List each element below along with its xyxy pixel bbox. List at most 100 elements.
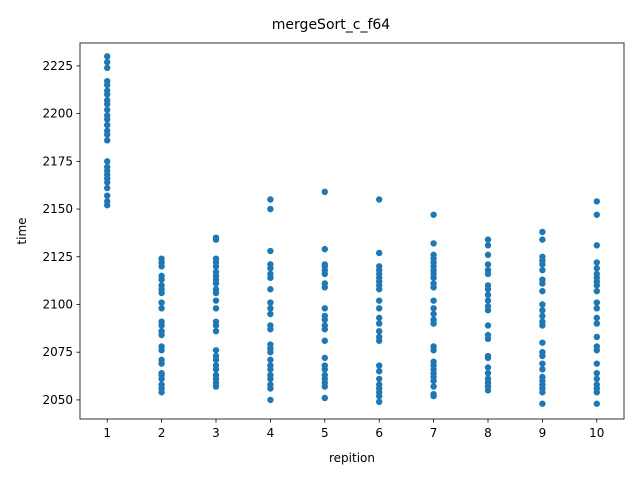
data-point bbox=[267, 381, 274, 388]
data-point bbox=[104, 163, 111, 171]
x-tick-label: 8 bbox=[484, 426, 492, 440]
data-point bbox=[539, 366, 546, 373]
y-tick-label: 2200 bbox=[42, 107, 73, 121]
x-tick-label: 7 bbox=[430, 426, 438, 440]
y-tick-label: 2175 bbox=[42, 154, 73, 168]
data-point bbox=[158, 318, 165, 325]
data-point bbox=[593, 375, 600, 383]
data-point bbox=[539, 360, 546, 367]
data-point bbox=[104, 158, 111, 165]
data-point bbox=[430, 211, 437, 218]
data-point bbox=[321, 305, 328, 312]
data-point bbox=[430, 383, 437, 390]
data-point bbox=[158, 299, 165, 306]
data-point bbox=[212, 286, 220, 293]
y-tick-label: 2225 bbox=[42, 59, 73, 73]
data-point bbox=[376, 297, 383, 304]
data-point bbox=[267, 305, 274, 312]
data-point bbox=[267, 341, 274, 348]
data-point bbox=[593, 320, 600, 327]
data-point bbox=[484, 375, 492, 383]
data-point bbox=[158, 272, 165, 280]
data-point bbox=[593, 270, 600, 278]
data-point bbox=[484, 352, 492, 360]
data-point bbox=[376, 320, 383, 327]
data-point bbox=[539, 301, 546, 308]
data-point bbox=[104, 127, 111, 134]
data-point bbox=[158, 305, 165, 312]
data-point bbox=[484, 282, 492, 289]
data-point bbox=[321, 280, 328, 287]
data-point bbox=[158, 343, 165, 350]
data-point bbox=[539, 287, 546, 295]
data-point bbox=[104, 64, 111, 72]
data-point bbox=[321, 322, 328, 329]
data-point bbox=[212, 297, 220, 304]
data-point bbox=[158, 356, 165, 364]
data-point bbox=[430, 310, 437, 318]
data-point bbox=[593, 343, 600, 350]
data-point bbox=[430, 251, 437, 259]
data-point bbox=[104, 53, 111, 60]
data-point bbox=[267, 270, 274, 278]
x-tick-label: 9 bbox=[539, 426, 547, 440]
data-point bbox=[484, 297, 492, 304]
data-point bbox=[267, 299, 274, 306]
data-point bbox=[539, 318, 546, 325]
y-tick-label: 2100 bbox=[42, 297, 73, 311]
data-point bbox=[321, 394, 328, 402]
y-axis-label: time bbox=[15, 217, 29, 244]
data-point bbox=[593, 333, 600, 341]
y-tick-label: 2125 bbox=[42, 250, 73, 264]
data-point bbox=[593, 211, 600, 218]
x-tick-label: 2 bbox=[158, 426, 166, 440]
data-point bbox=[593, 381, 600, 388]
data-point bbox=[593, 369, 600, 377]
data-point bbox=[376, 249, 383, 257]
data-point bbox=[484, 322, 492, 329]
data-point bbox=[430, 343, 437, 350]
data-point bbox=[430, 297, 437, 304]
data-point bbox=[376, 333, 383, 341]
data-point bbox=[321, 337, 328, 344]
data-point bbox=[267, 356, 274, 364]
data-point bbox=[484, 266, 492, 274]
data-point bbox=[484, 291, 492, 299]
data-point bbox=[267, 322, 274, 329]
data-point bbox=[104, 112, 111, 119]
data-point bbox=[376, 305, 383, 312]
data-point bbox=[593, 287, 600, 295]
data-point bbox=[158, 282, 165, 289]
data-point bbox=[104, 121, 111, 129]
data-point bbox=[484, 369, 492, 377]
data-point bbox=[158, 328, 165, 335]
data-point bbox=[484, 303, 492, 310]
data-point bbox=[212, 328, 220, 335]
data-point bbox=[484, 331, 492, 339]
data-point bbox=[321, 188, 328, 196]
data-point bbox=[593, 314, 600, 322]
x-axis-label: repition bbox=[329, 451, 375, 465]
data-point bbox=[376, 381, 383, 388]
data-point bbox=[376, 398, 383, 406]
data-point bbox=[376, 362, 383, 369]
data-point bbox=[539, 400, 546, 407]
data-point bbox=[267, 247, 274, 255]
data-point bbox=[376, 196, 383, 203]
data-point bbox=[267, 371, 274, 379]
data-point bbox=[376, 263, 383, 270]
data-point bbox=[104, 87, 111, 94]
data-point bbox=[104, 97, 111, 104]
data-point bbox=[376, 328, 383, 335]
data-point bbox=[593, 198, 600, 205]
data-point bbox=[593, 265, 600, 272]
data-point bbox=[267, 205, 274, 213]
y-axis-ticks: 2050 2075 2100 2125 2150 2175 2200 2225 bbox=[42, 59, 80, 407]
data-point bbox=[104, 58, 111, 66]
data-point bbox=[376, 368, 383, 375]
data-point bbox=[321, 362, 328, 369]
data-point bbox=[484, 236, 492, 243]
x-tick-label: 6 bbox=[375, 426, 383, 440]
data-point bbox=[321, 245, 328, 253]
